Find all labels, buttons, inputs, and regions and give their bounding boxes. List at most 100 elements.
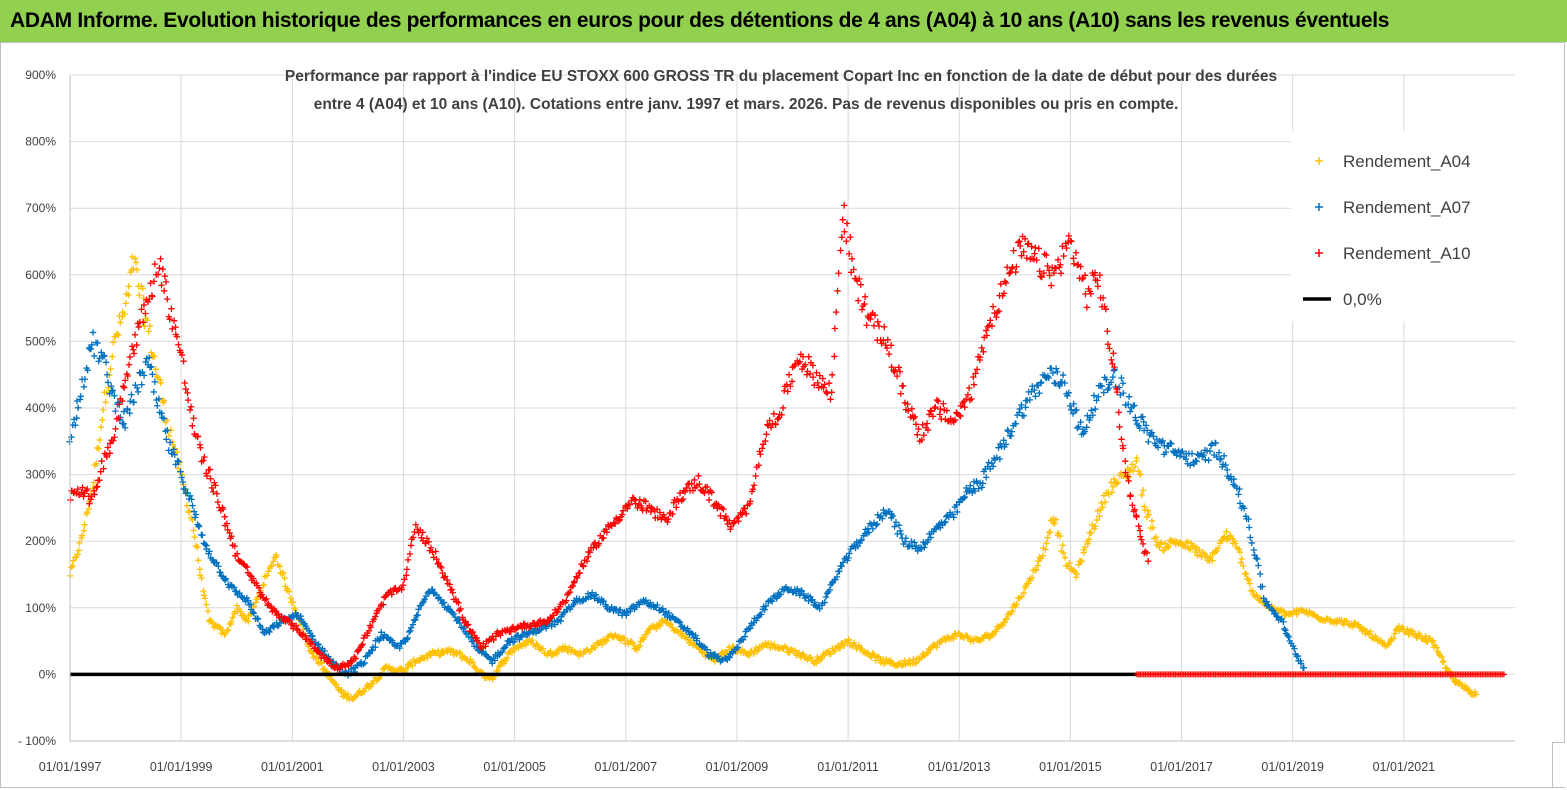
data-point — [403, 572, 410, 579]
data-point — [1125, 393, 1133, 400]
data-point — [93, 484, 100, 491]
data-point — [1065, 389, 1072, 396]
data-point — [425, 538, 432, 546]
data-point — [805, 353, 813, 361]
data-point — [1104, 341, 1112, 348]
data-point — [120, 408, 128, 415]
data-point — [179, 478, 187, 486]
data-point — [867, 315, 874, 323]
data-point — [871, 652, 878, 659]
data-point — [74, 404, 82, 412]
data-point — [603, 637, 610, 645]
data-point — [901, 538, 909, 545]
data-point — [676, 489, 684, 497]
data-point — [161, 272, 169, 280]
y-tick-label: - 100% — [18, 734, 56, 748]
data-point — [206, 548, 213, 555]
data-point — [342, 663, 349, 671]
data-point — [753, 648, 761, 655]
data-point — [703, 646, 711, 653]
data-point — [175, 341, 182, 348]
data-point — [673, 627, 681, 635]
data-point — [1070, 260, 1078, 268]
data-point — [469, 659, 477, 666]
data-point — [1145, 511, 1152, 518]
data-point — [675, 498, 682, 505]
data-point — [186, 492, 194, 500]
data-point — [1124, 401, 1132, 408]
data-point — [157, 255, 164, 262]
data-point — [212, 482, 219, 489]
data-point — [440, 574, 448, 581]
data-point — [261, 596, 269, 604]
data-point — [1273, 613, 1280, 620]
data-point — [809, 374, 817, 381]
data-point — [819, 375, 826, 382]
data-point — [1129, 467, 1137, 475]
data-point — [1105, 384, 1112, 392]
data-point — [826, 586, 833, 593]
data-point — [731, 518, 738, 526]
data-point — [956, 499, 963, 506]
data-point — [618, 511, 626, 518]
data-point — [77, 393, 85, 400]
data-point — [1209, 557, 1216, 564]
data-point — [108, 388, 116, 395]
data-point — [1072, 574, 1080, 581]
data-point — [263, 595, 270, 603]
data-point — [1038, 379, 1045, 386]
data-point — [895, 364, 902, 371]
data-point — [201, 453, 208, 461]
data-point — [1255, 562, 1262, 569]
y-tick-label: 100% — [25, 601, 56, 615]
data-point — [821, 599, 828, 606]
data-point — [1052, 516, 1060, 523]
data-point — [219, 505, 227, 513]
data-point — [543, 625, 550, 632]
data-point — [1038, 273, 1046, 281]
data-point — [1215, 449, 1223, 456]
data-point — [318, 660, 325, 667]
data-point — [657, 622, 664, 630]
data-point — [520, 620, 527, 627]
data-point — [928, 408, 935, 415]
data-point — [1029, 383, 1036, 390]
data-point — [109, 387, 116, 394]
data-point — [924, 426, 932, 434]
data-point — [1051, 520, 1058, 527]
data-point — [157, 379, 164, 387]
data-point — [1087, 529, 1095, 537]
data-point — [855, 275, 863, 283]
data-point — [1028, 574, 1036, 581]
data-point — [1067, 237, 1074, 244]
data-point — [159, 265, 167, 273]
data-point — [1129, 502, 1136, 509]
data-point — [1046, 272, 1053, 279]
data-point — [964, 391, 972, 398]
data-point — [619, 507, 627, 514]
data-point — [845, 554, 852, 562]
data-point — [865, 529, 873, 536]
data-point — [843, 238, 850, 245]
data-point — [129, 253, 136, 261]
data-point — [1044, 262, 1051, 270]
data-point — [1138, 491, 1145, 499]
y-tick-label: 700% — [25, 201, 56, 215]
data-point — [544, 616, 551, 624]
data-point — [592, 591, 600, 599]
data-point — [1016, 405, 1024, 413]
data-point — [127, 397, 134, 405]
data-point — [1035, 245, 1042, 252]
data-point — [1042, 546, 1049, 553]
data-point — [155, 395, 163, 402]
data-point — [1364, 629, 1371, 637]
data-point — [250, 575, 257, 582]
data-point — [931, 405, 938, 412]
data-point — [1020, 412, 1028, 420]
data-point — [619, 634, 627, 641]
data-point — [125, 361, 133, 368]
data-point — [836, 644, 844, 652]
data-point — [822, 593, 830, 601]
data-point — [759, 445, 766, 452]
data-point — [1291, 645, 1298, 652]
